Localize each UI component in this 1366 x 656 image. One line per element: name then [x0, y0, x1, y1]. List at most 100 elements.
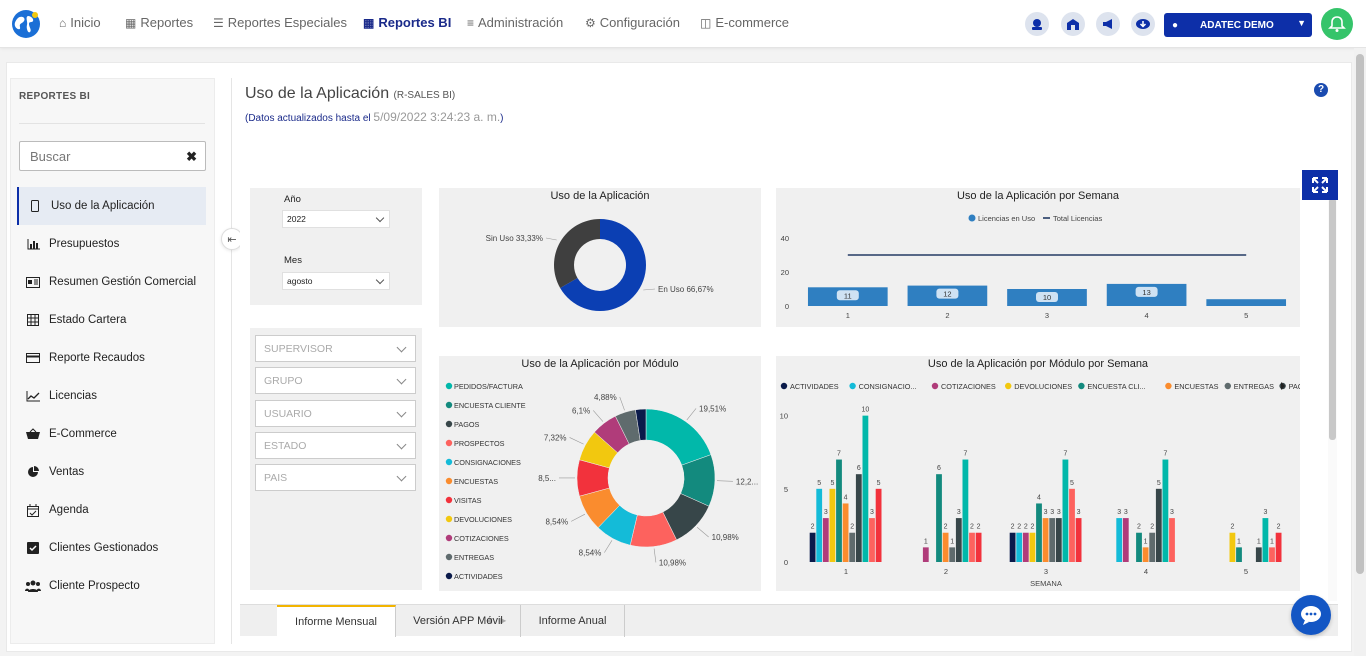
sidebar-item-clientes-gestionados[interactable]: Clientes Gestionados: [17, 529, 206, 567]
tab-scroll-arrows-icon[interactable]: ◀▶: [486, 616, 515, 625]
bar-encuestas-week-4: [1142, 547, 1149, 562]
month-label: Mes: [284, 255, 302, 266]
legend-marker: [445, 420, 453, 428]
bar-prospectos-week-2: [969, 532, 975, 562]
page-title-text: Uso de la Aplicación: [245, 85, 390, 102]
nav-inicio[interactable]: ⌂ Inicio: [59, 15, 101, 30]
legend-marker: [1165, 382, 1172, 390]
report-scrollbar[interactable]: [1328, 196, 1337, 601]
bar-consignaciones-week-4: [1116, 518, 1123, 562]
report-page-tabs: ◀▶ Informe Mensual Versión APP Móvil Inf…: [240, 604, 1338, 637]
checkbox-icon: [25, 541, 41, 555]
chevron-down-icon: [396, 439, 407, 450]
globe-logo-icon[interactable]: [10, 8, 42, 40]
donut-leader-line: [619, 396, 625, 411]
data-label: 3: [957, 509, 961, 516]
user-menu-button[interactable]: ● ADATEC DEMO ▼: [1164, 13, 1312, 37]
donut-leader-line: [696, 527, 709, 538]
sidebar-item-cliente-prospecto[interactable]: Cliente Prospecto: [17, 567, 206, 605]
supervisor-slicer[interactable]: SUPERVISOR: [255, 335, 416, 362]
credit-card-icon: [25, 351, 41, 365]
nav-administracion-label: Administración: [478, 15, 564, 30]
top-navbar: ⌂ Inicio ▦ Reportes ☰ Reportes Especiales ▦…: [0, 0, 1366, 48]
bar-encuesta-cliente-week-4: [1136, 532, 1142, 562]
legend-marker: [445, 496, 453, 504]
help-icon[interactable]: ?: [1314, 83, 1328, 97]
legend-marker: [780, 382, 788, 390]
tab-informe-anual[interactable]: Informe Anual: [521, 605, 625, 637]
nav-reportes[interactable]: ▦ Reportes: [125, 15, 193, 30]
sidebar-item-estado-cartera[interactable]: Estado Cartera: [17, 301, 206, 339]
bar-encuestas-week-2: [942, 532, 949, 562]
data-label: 2: [977, 524, 981, 531]
users-icon: [25, 579, 41, 593]
bar-actividades-week-3: [1009, 532, 1016, 562]
page-scrollbar[interactable]: [1354, 48, 1366, 656]
nav-configuracion[interactable]: ⚙ Configuración: [585, 15, 680, 30]
usuario-slicer[interactable]: USUARIO: [255, 400, 416, 427]
sidebar-item-presupuestos[interactable]: Presupuestos: [17, 225, 206, 263]
nav-administracion[interactable]: ≡ Administración: [467, 15, 563, 30]
data-label: 11: [844, 291, 852, 300]
legend-marker: [445, 534, 453, 542]
x-tick-label: 1: [846, 311, 850, 320]
clear-search-icon[interactable]: ✖: [186, 149, 197, 164]
chevron-down-icon: [375, 275, 385, 285]
page-scrollbar-thumb[interactable]: [1356, 54, 1364, 574]
legend-next-arrow-icon: [1281, 382, 1285, 390]
sidebar-item-agenda[interactable]: Agenda: [17, 491, 206, 529]
user-icon: ●: [1172, 19, 1179, 31]
legend-label: PROSPECTOS: [454, 439, 505, 448]
megaphone-icon[interactable]: [1096, 12, 1120, 36]
legend-marker: [445, 382, 453, 390]
caret-down-icon: ▼: [1297, 18, 1306, 28]
bar-prospectos-week-4: [1169, 518, 1175, 562]
chart-title: Uso de la Aplicación por Módulo por Sema…: [927, 358, 1149, 370]
tab-informe-mensual[interactable]: Informe Mensual: [277, 605, 396, 637]
fullscreen-expand-icon[interactable]: [1302, 170, 1338, 200]
legend-marker: [849, 382, 856, 390]
sidebar-item-ecommerce[interactable]: E-Commerce: [17, 415, 206, 453]
x-tick-label: 4: [1144, 567, 1148, 576]
nav-reportes-bi[interactable]: ▦ Reportes BI: [363, 15, 451, 30]
mobile-icon: [27, 199, 43, 213]
estado-slicer[interactable]: ESTADO: [255, 432, 416, 459]
data-label: 2: [1150, 524, 1154, 531]
donut-leader-line: [569, 437, 584, 445]
sidebar-item-reporte-recaudos[interactable]: Reporte Recaudos: [17, 339, 206, 377]
sidebar-item-licencias[interactable]: Licencias: [17, 377, 206, 415]
sidebar-item-resumen-gestion[interactable]: Resumen Gestión Comercial: [17, 263, 206, 301]
data-label: 2: [850, 524, 854, 531]
slicer-label: PAIS: [264, 471, 288, 484]
search-input[interactable]: [30, 143, 180, 169]
nav-ecommerce[interactable]: ◫ E-commerce: [700, 15, 789, 30]
bar-consignaciones-week-1: [816, 488, 823, 562]
notifications-bell-icon[interactable]: [1321, 8, 1353, 40]
donut-data-label: 6,1%: [572, 406, 590, 415]
chat-support-icon[interactable]: [1291, 595, 1331, 635]
support-icon[interactable]: [1025, 12, 1049, 36]
data-label-badge: [1036, 292, 1058, 302]
search-box: ✖: [19, 141, 206, 171]
month-dropdown[interactable]: agosto: [282, 272, 390, 290]
school-icon[interactable]: [1061, 12, 1085, 36]
bar-entregas-week-2: [949, 547, 956, 562]
download-cloud-icon[interactable]: [1131, 12, 1155, 36]
data-label: 6: [937, 465, 941, 472]
legend-label: ACTIVIDADES: [790, 382, 839, 391]
year-dropdown[interactable]: 2022: [282, 210, 390, 228]
sidebar-item-uso-aplicacion[interactable]: Uso de la Aplicación: [17, 187, 206, 225]
legend-label: Licencias en Uso: [978, 214, 1035, 223]
sidebar-item-ventas[interactable]: Ventas: [17, 453, 206, 491]
report-scrollbar-thumb[interactable]: [1329, 198, 1336, 440]
grid-icon: ▦: [363, 15, 375, 30]
legend-label: ENCUESTAS: [1174, 382, 1218, 391]
donut-slice-sin-uso: [554, 219, 600, 288]
sidebar-item-label: Agenda: [49, 504, 89, 516]
grupo-slicer[interactable]: GRUPO: [255, 367, 416, 394]
data-label-badge: [1135, 286, 1158, 297]
pais-slicer[interactable]: PAIS: [255, 464, 416, 491]
nav-reportes-especiales[interactable]: ☰ Reportes Especiales: [213, 15, 347, 30]
tab-version-app-movil[interactable]: Versión APP Móvil: [396, 605, 521, 637]
chevron-down-icon: [396, 407, 407, 418]
